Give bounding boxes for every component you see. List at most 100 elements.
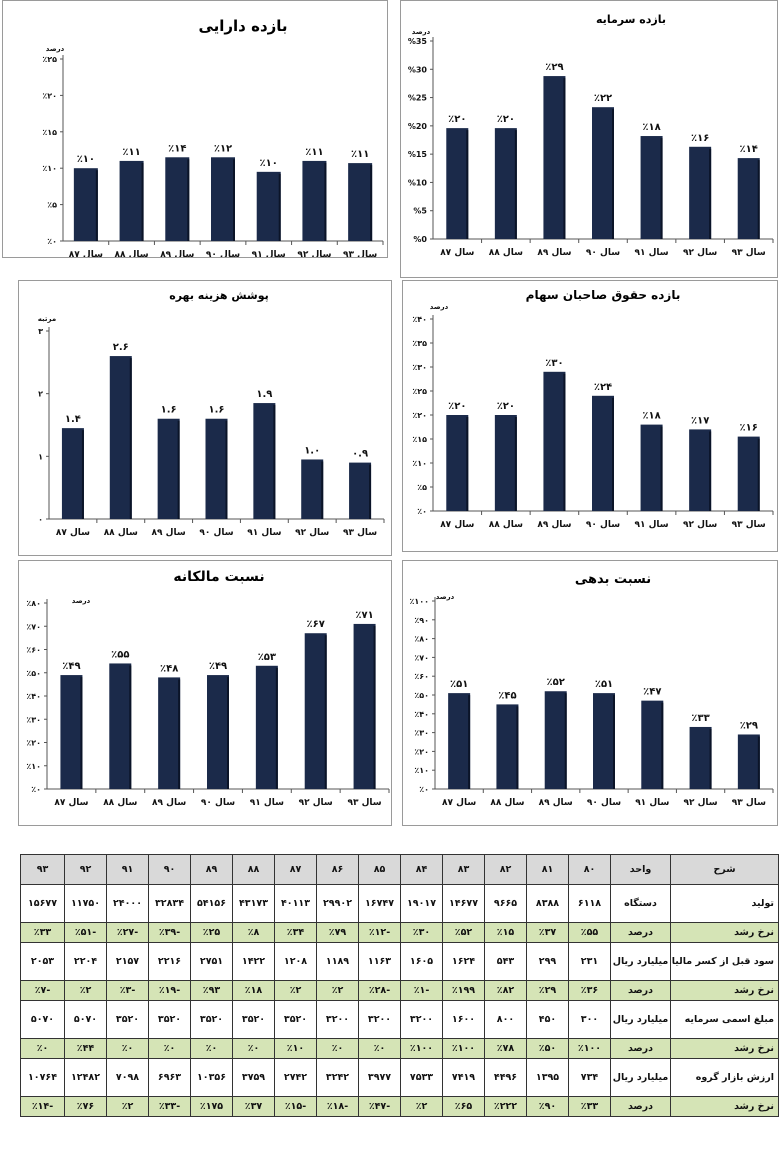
table-cell: ٪۰ bbox=[190, 1038, 233, 1059]
data-label: ٪۵۵ bbox=[111, 649, 129, 660]
table-cell: ۲۱۵۷ bbox=[106, 942, 149, 981]
bar-shade bbox=[660, 138, 663, 239]
y-tick-label: ٪۸۰ bbox=[26, 599, 41, 608]
table-cell: ۳۲۴۲ bbox=[316, 1058, 359, 1097]
table-cell: ۱۲۴۸۲ bbox=[64, 1058, 107, 1097]
bar bbox=[737, 734, 760, 789]
bar bbox=[640, 424, 663, 511]
table-cell: ۳۰۰ bbox=[568, 1000, 611, 1039]
bar-shade bbox=[369, 464, 372, 519]
table-cell: ۷۴۱۹ bbox=[442, 1058, 485, 1097]
bar-shade bbox=[81, 430, 84, 519]
data-label: ٪۱۱ bbox=[122, 147, 140, 158]
header-year: ۹۲ bbox=[64, 854, 107, 885]
table-cell: ۳۵۲۰ bbox=[148, 1000, 191, 1039]
table-cell: -٪۵۱ bbox=[64, 922, 107, 943]
bar-shade bbox=[613, 695, 615, 789]
bar bbox=[205, 418, 228, 519]
row-description: مبلغ اسمی سرمایه bbox=[670, 1000, 779, 1039]
y-tick-label: ٪۳۰ bbox=[412, 363, 427, 372]
unit-label: درصد bbox=[412, 28, 431, 36]
bar bbox=[304, 633, 327, 789]
y-tick-label: ٪۲۰ bbox=[412, 411, 427, 420]
bar bbox=[301, 459, 324, 519]
data-label: ۰.۹ bbox=[352, 449, 368, 460]
bar bbox=[253, 403, 276, 519]
y-tick-label: ٪۷۰ bbox=[414, 653, 429, 662]
table-cell: -٪۱۹ bbox=[148, 980, 191, 1001]
row-unit: دستگاه bbox=[610, 884, 671, 923]
table-cell: ۳۵۲۰ bbox=[106, 1000, 149, 1039]
bar bbox=[157, 418, 180, 519]
row-unit: درصد bbox=[610, 980, 671, 1001]
x-tick-label: سال ۹۰ bbox=[199, 528, 233, 538]
bar bbox=[158, 677, 181, 789]
chart-svg: بازده سرمایه درصد %0 %5 %10 %15 %20 %25 %30 %35 ٪۲… bbox=[408, 13, 774, 258]
table-row: نرخ رشد درصد ٪۵۵ ٪۳۷ ٪۱۵ ٪۵۲ ٪۳۰ -٪۱۲ ٪۷۹ ٪۳۴ ٪۸ ٪۲… bbox=[20, 922, 779, 943]
data-label: ٪۴۹ bbox=[62, 661, 80, 672]
table-cell: ۱۱۶۳ bbox=[358, 942, 401, 981]
bar-shade bbox=[660, 426, 663, 511]
bar bbox=[689, 146, 712, 239]
y-tick-label: ٪۲۵ bbox=[412, 387, 427, 396]
bar-shade bbox=[324, 162, 327, 241]
y-tick-label: ٪۱۰ bbox=[26, 762, 41, 771]
bar-shade bbox=[273, 405, 276, 519]
bar-shade bbox=[466, 417, 469, 511]
table-cell: ۱۲۰۸ bbox=[274, 942, 317, 981]
row-unit: میلیارد ریال bbox=[610, 1000, 671, 1039]
x-tick-label: سال ۹۱ bbox=[247, 528, 281, 538]
bar bbox=[165, 157, 190, 241]
bar-shade bbox=[233, 159, 235, 241]
table-cell: ۳۹۷۷ bbox=[358, 1058, 401, 1097]
y-tick-label: ۳ bbox=[38, 327, 43, 336]
bar-shade bbox=[129, 665, 132, 789]
bar bbox=[109, 356, 132, 519]
table-cell: ٪۱۰ bbox=[274, 1038, 317, 1059]
row-description: نرخ رشد bbox=[670, 980, 779, 1001]
x-tick-label: سال ۸۷ bbox=[440, 520, 474, 530]
table-cell: ۶۹۶۳ bbox=[148, 1058, 191, 1097]
table-cell: -٪۲۸ bbox=[358, 980, 401, 1001]
table-cell: ۵۰۷۰ bbox=[64, 1000, 107, 1039]
data-label: ٪۲۹ bbox=[740, 720, 758, 731]
data-label: ۱.۶ bbox=[208, 405, 224, 416]
y-tick-label: ٪۱۰ bbox=[414, 766, 429, 775]
table-cell: ۳۵۲۰ bbox=[190, 1000, 233, 1039]
chart-panel-return-on-assets: بازده دارایی درصد ٪۰ ٪۵ ٪۱۰ ٪۱۵ ٪۲۰ ٪۲۵ ٪۱۰ سال ۸… bbox=[2, 0, 388, 258]
table-cell: ۲۲۱۶ bbox=[148, 942, 191, 981]
data-label: ٪۵۲ bbox=[547, 677, 565, 688]
table-cell: ۶۱۱۸ bbox=[568, 884, 611, 923]
bar-shade bbox=[516, 706, 519, 789]
table-cell: -٪۱۵ bbox=[274, 1096, 317, 1117]
table-cell: ٪۰ bbox=[358, 1038, 401, 1059]
row-unit: میلیارد ریال bbox=[610, 1058, 671, 1097]
y-tick-label: ٪۲۵ bbox=[42, 55, 57, 64]
table-cell: ٪۷۸ bbox=[484, 1038, 527, 1059]
bar bbox=[60, 675, 83, 789]
bar bbox=[109, 663, 132, 789]
x-tick-label: سال ۹۲ bbox=[299, 798, 333, 808]
table-cell: ٪۵۲ bbox=[442, 922, 485, 943]
bar bbox=[543, 371, 566, 511]
data-label: ٪۱۱ bbox=[305, 147, 323, 158]
y-tick-label: ٪۴۰ bbox=[414, 710, 429, 719]
x-tick-label: سال ۹۳ bbox=[732, 520, 766, 530]
y-tick-label: ٪۲۰ bbox=[42, 91, 57, 100]
x-tick-label: سال ۹۰ bbox=[586, 520, 620, 530]
data-label: ٪۴۹ bbox=[209, 661, 227, 672]
table-cell: ۸۳۸۸ bbox=[526, 884, 569, 923]
table-cell: ٪۷۶ bbox=[64, 1096, 107, 1117]
header-year: ۸۵ bbox=[358, 854, 401, 885]
table-cell: ٪۵۵ bbox=[568, 922, 611, 943]
table-cell: ٪۱۹۹ bbox=[442, 980, 485, 1001]
table-cell: -٪۳ bbox=[106, 980, 149, 1001]
bar-shade bbox=[709, 431, 712, 511]
chart-title: بازده دارایی bbox=[198, 17, 287, 35]
chart-panel-equity-ratio: نسبت مالکانه درصد ٪۰ ٪۱۰ ٪۲۰ ٪۳۰ ٪۴۰ ٪۵۰ ٪۶۰ ٪۷۰ ٪… bbox=[18, 560, 392, 826]
table-header-row: شرح واحد ۸۰ ۸۱ ۸۲ ۸۳ ۸۴ ۸۵ ۸۶ ۸۷ ۸۸ ۸۹ ۹۰ ۹۱ ۹۲ ۹۳ bbox=[20, 854, 779, 885]
row-description: نرخ رشد bbox=[670, 1038, 779, 1059]
bar bbox=[640, 136, 663, 239]
y-tick-label: ٪۱۵ bbox=[42, 128, 57, 137]
y-tick-label: ۱ bbox=[38, 452, 43, 461]
